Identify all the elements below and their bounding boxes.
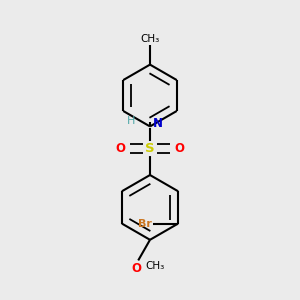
Text: CH₃: CH₃ (146, 261, 165, 271)
Text: O: O (132, 262, 142, 275)
Text: O: O (116, 142, 126, 155)
Text: N: N (153, 117, 163, 130)
Text: S: S (145, 142, 155, 155)
Text: Br: Br (138, 219, 152, 229)
Text: O: O (174, 142, 184, 155)
Text: CH₃: CH₃ (140, 34, 160, 44)
Text: H: H (127, 116, 135, 126)
